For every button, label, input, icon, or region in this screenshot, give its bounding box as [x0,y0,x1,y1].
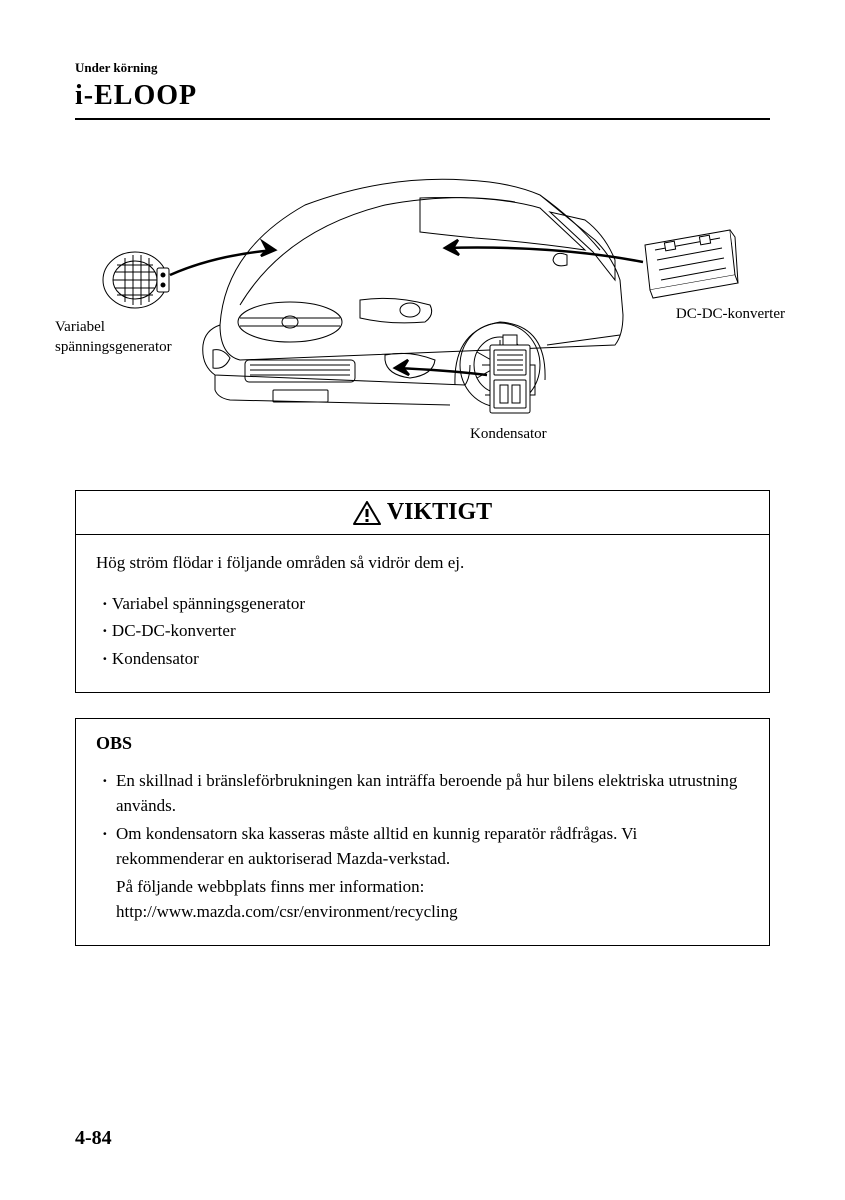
warning-body: Hög ström flödar i följande områden så v… [76,535,769,692]
title-divider [75,118,770,120]
alternator-label: Variabel spänningsgenerator [55,318,172,357]
warning-item: Kondensator [102,645,749,672]
obs-list: En skillnad i bränsleförbrukningen kan i… [96,768,749,872]
obs-box: OBS En skillnad i bränsleförbrukningen k… [75,718,770,946]
warning-list: Variabel spänningsgenerator DC-DC-konver… [96,590,749,672]
warning-box: VIKTIGT Hög ström flödar i följande områ… [75,490,770,693]
obs-continuation: På följande webbplats finns mer informat… [96,874,749,900]
component-diagram: Variabel spänningsgenerator DC-DC-konver… [75,150,770,470]
obs-item: En skillnad i bränsleförbrukningen kan i… [102,768,749,819]
page-number: 4-84 [75,1127,112,1150]
obs-url: http://www.mazda.com/csr/environment/rec… [96,899,749,925]
car-diagram-svg [75,150,770,470]
warning-item: DC-DC-konverter [102,617,749,644]
warning-item: Variabel spänningsgenerator [102,590,749,617]
warning-intro: Hög ström flödar i följande områden så v… [96,549,749,576]
warning-triangle-icon [353,501,381,525]
section-title: Under körning [75,60,770,76]
page-title: i-ELOOP [75,80,770,112]
warning-header: VIKTIGT [76,491,769,535]
converter-label: DC-DC-konverter [676,305,785,325]
warning-heading-text: VIKTIGT [387,499,492,526]
obs-item: Om kondensatorn ska kasseras måste allti… [102,821,749,872]
obs-heading: OBS [96,733,749,754]
capacitor-label: Kondensator [470,425,547,445]
